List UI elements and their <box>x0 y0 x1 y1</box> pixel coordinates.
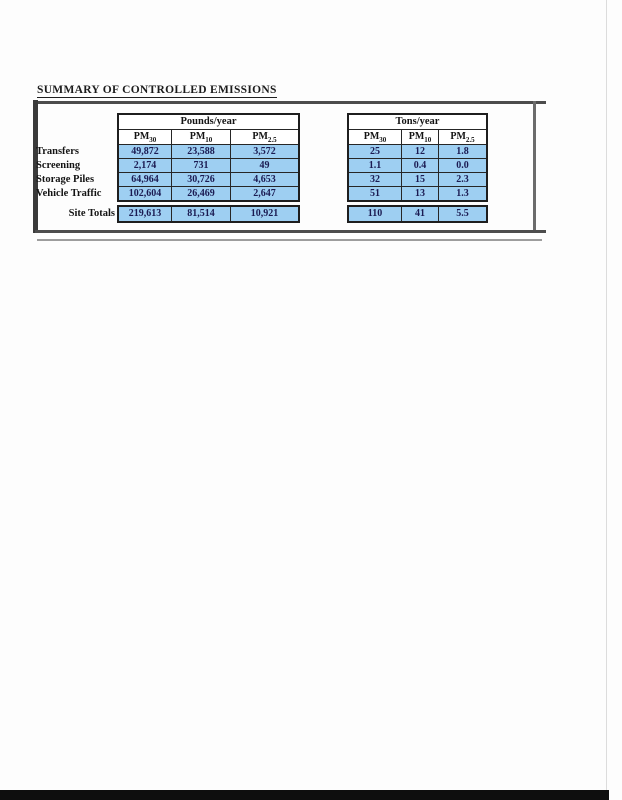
pounds-table-title: Pounds/year <box>119 115 298 130</box>
pm30-column-header: PM30 <box>119 130 172 144</box>
data-cell: 64,964 <box>119 173 172 186</box>
summary-box-border-bottom-secondary <box>37 239 542 241</box>
page-title: SUMMARY OF CONTROLLED EMISSIONS <box>37 84 277 98</box>
data-cell: 102,604 <box>119 187 172 200</box>
data-cell: 1.1 <box>349 159 402 172</box>
pm-subscript: 10 <box>424 136 432 144</box>
totals-cell: 219,613 <box>119 207 172 221</box>
data-cell: 51 <box>349 187 402 200</box>
pm-label: PM <box>408 131 425 142</box>
pm-label: PM <box>189 131 206 142</box>
summary-box-border-right <box>533 101 536 232</box>
data-cell: 23,588 <box>172 145 231 158</box>
row-label-storage-piles: Storage Piles <box>36 174 95 185</box>
table-row: 51 13 1.3 <box>349 187 486 200</box>
tons-table-title: Tons/year <box>349 115 486 130</box>
table-row: 1.1 0.4 0.0 <box>349 159 486 173</box>
row-label-screening: Screening <box>36 160 81 171</box>
data-cell: 32 <box>349 173 402 186</box>
totals-cell: 110 <box>349 207 402 221</box>
row-label-vehicle-traffic: Vehicle Traffic <box>36 188 102 199</box>
pounds-site-totals-row: 219,613 81,514 10,921 <box>117 205 300 223</box>
table-row: 25 12 1.8 <box>349 145 486 159</box>
data-cell: 49 <box>231 159 298 172</box>
page-edge-line <box>606 0 607 790</box>
data-cell: 30,726 <box>172 173 231 186</box>
pm25-column-header: PM2.5 <box>439 130 486 144</box>
table-row: 64,964 30,726 4,653 <box>119 173 298 187</box>
pm-label: PM <box>252 131 268 142</box>
data-cell: 2,647 <box>231 187 298 200</box>
data-cell: 3,572 <box>231 145 298 158</box>
pm10-column-header: PM10 <box>402 130 439 144</box>
row-label-transfers: Transfers <box>36 146 79 157</box>
data-cell: 2.3 <box>439 173 486 186</box>
data-cell: 1.8 <box>439 145 486 158</box>
table-row: 102,604 26,469 2,647 <box>119 187 298 200</box>
table-row: 32 15 2.3 <box>349 173 486 187</box>
data-cell: 49,872 <box>119 145 172 158</box>
tons-table: Tons/year PM30 PM10 PM2.5 25 12 1.8 1.1 … <box>347 113 488 202</box>
totals-cell: 10,921 <box>231 207 298 221</box>
data-cell: 12 <box>402 145 439 158</box>
data-cell: 4,653 <box>231 173 298 186</box>
data-cell: 25 <box>349 145 402 158</box>
data-cell: 2,174 <box>119 159 172 172</box>
data-cell: 1.3 <box>439 187 486 200</box>
pm-subscript: 10 <box>205 136 213 144</box>
pounds-table: Pounds/year PM30 PM10 PM2.5 49,872 23,58… <box>117 113 300 202</box>
row-label-site-totals: Site Totals <box>68 208 115 219</box>
pm-label: PM <box>450 131 466 142</box>
data-cell: 26,469 <box>172 187 231 200</box>
tons-column-header-row: PM30 PM10 PM2.5 <box>349 130 486 145</box>
data-cell: 13 <box>402 187 439 200</box>
tons-site-totals-row: 110 41 5.5 <box>347 205 488 223</box>
pm-subscript: 30 <box>149 136 157 144</box>
pm-subscript: 2.5 <box>465 136 475 144</box>
totals-cell: 5.5 <box>439 207 486 221</box>
pm-subscript: 2.5 <box>267 136 277 144</box>
pm-label: PM <box>133 131 150 142</box>
totals-cell: 81,514 <box>172 207 231 221</box>
pm30-column-header: PM30 <box>349 130 402 144</box>
table-row: 219,613 81,514 10,921 <box>119 207 298 221</box>
summary-box-border-bottom <box>35 230 546 233</box>
data-cell: 15 <box>402 173 439 186</box>
data-cell: 731 <box>172 159 231 172</box>
pounds-column-header-row: PM30 PM10 PM2.5 <box>119 130 298 145</box>
pm-subscript: 30 <box>379 136 387 144</box>
table-row: 110 41 5.5 <box>349 207 486 221</box>
pm-label: PM <box>363 131 380 142</box>
data-cell: 0.0 <box>439 159 486 172</box>
scan-artifact-bar <box>0 790 609 800</box>
totals-cell: 41 <box>402 207 439 221</box>
summary-box-border-left <box>33 100 38 233</box>
table-row: 2,174 731 49 <box>119 159 298 173</box>
data-cell: 0.4 <box>402 159 439 172</box>
pm10-column-header: PM10 <box>172 130 231 144</box>
summary-box-border-top <box>33 101 546 104</box>
pm25-column-header: PM2.5 <box>231 130 298 144</box>
table-row: 49,872 23,588 3,572 <box>119 145 298 159</box>
